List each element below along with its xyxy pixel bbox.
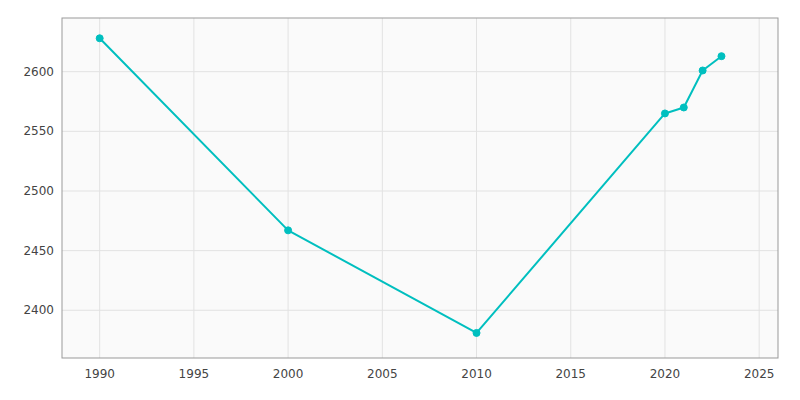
grid-line-x xyxy=(759,18,760,358)
chart-svg: 1990 1995 2000 2005 2010 2015 2020 2025 2400 2450… xyxy=(0,0,800,400)
data-point xyxy=(473,329,480,336)
plot-background xyxy=(62,18,778,358)
grid-line-x xyxy=(288,18,289,358)
x-tick-label: 2025 xyxy=(744,367,775,381)
x-tick-label: 2005 xyxy=(367,367,398,381)
data-point xyxy=(285,227,292,234)
data-point xyxy=(699,67,706,74)
x-tick-label: 1995 xyxy=(179,367,210,381)
y-tick-label: 2550 xyxy=(23,124,54,138)
plot-frame xyxy=(62,18,778,358)
grid-line-y xyxy=(62,310,778,311)
grid-line-y xyxy=(62,250,778,251)
grid-line-x xyxy=(476,18,477,358)
chart-container: 1990 1995 2000 2005 2010 2015 2020 2025 2400 2450… xyxy=(0,0,800,400)
grid xyxy=(62,18,778,358)
data-point xyxy=(661,110,668,117)
y-tick-label: 2450 xyxy=(23,244,54,258)
axes: 1990 1995 2000 2005 2010 2015 2020 2025 2400 2450… xyxy=(23,65,774,381)
y-tick-label: 2600 xyxy=(23,65,54,79)
x-tick-label: 1990 xyxy=(84,367,115,381)
grid-line-x xyxy=(382,18,383,358)
grid-line-y xyxy=(62,190,778,191)
grid-line-x xyxy=(193,18,194,358)
x-tick-label: 2015 xyxy=(555,367,586,381)
grid-line-y xyxy=(62,71,778,72)
data-line xyxy=(100,38,722,333)
data-point xyxy=(680,104,687,111)
x-tick-label: 2000 xyxy=(273,367,304,381)
y-tick-label: 2500 xyxy=(23,184,54,198)
grid-line-x xyxy=(570,18,571,358)
x-tick-label: 2010 xyxy=(461,367,492,381)
y-tick-label: 2400 xyxy=(23,303,54,317)
data-layer xyxy=(96,35,725,337)
grid-line-x xyxy=(99,18,100,358)
grid-line-y xyxy=(62,131,778,132)
data-point xyxy=(718,53,725,60)
x-tick-label: 2020 xyxy=(650,367,681,381)
grid-line-x xyxy=(664,18,665,358)
data-point xyxy=(96,35,103,42)
